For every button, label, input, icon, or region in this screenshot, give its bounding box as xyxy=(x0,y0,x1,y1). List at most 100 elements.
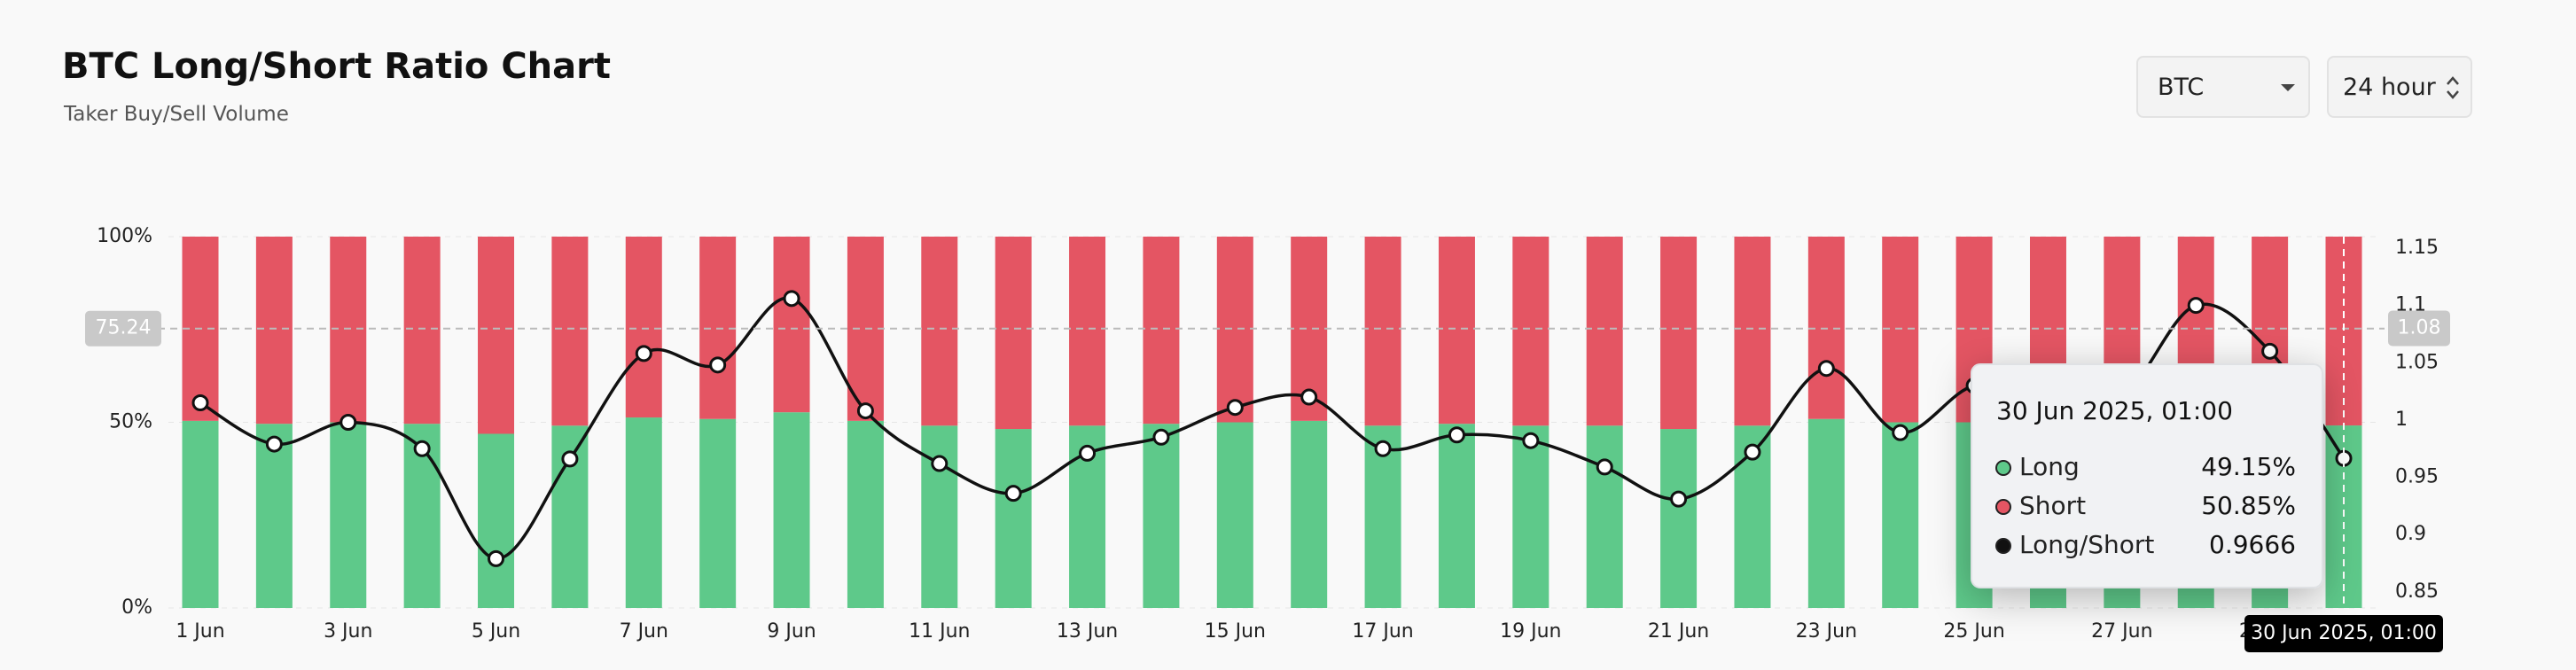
x-tick-label: 1 Jun xyxy=(176,620,224,643)
bar-segment xyxy=(1143,424,1180,608)
bar-segment xyxy=(773,237,810,413)
ratio-point xyxy=(635,345,652,362)
ratio-point xyxy=(1817,360,1835,378)
y2-tick-label: 1.15 xyxy=(2395,237,2439,259)
y2-tick-label: 0.9 xyxy=(2395,523,2426,545)
ratio-point xyxy=(2187,297,2205,315)
bar-segment xyxy=(478,433,515,608)
bar-segment xyxy=(1143,237,1180,425)
x-tick-label: 19 Jun xyxy=(1500,620,1561,643)
crosshair-left-box xyxy=(85,310,161,347)
tooltip-label: Long/Short xyxy=(2019,530,2154,559)
bar-segment xyxy=(1216,237,1253,423)
crosshair-left-label: 75.24 xyxy=(96,317,152,339)
spinner xyxy=(2447,76,2459,99)
x-tick-label: 25 Jun xyxy=(1943,620,2004,643)
x-tick-label: 15 Jun xyxy=(1205,620,1266,643)
x-tick-label: 9 Jun xyxy=(767,620,816,643)
y2-tick-label: 1.05 xyxy=(2395,351,2439,373)
crosshair-x-box xyxy=(2244,615,2443,652)
ratio-point xyxy=(340,414,357,431)
bar-segment xyxy=(1364,237,1401,426)
title: BTC Long/Short Ratio Chart xyxy=(62,46,611,87)
x-tick-label: 21 Jun xyxy=(1648,620,1709,643)
symbol-value: BTC xyxy=(2158,73,2205,101)
tooltip-value: 50.85% xyxy=(2201,491,2296,520)
symbol-select[interactable]: BTC xyxy=(2136,56,2310,118)
tooltip xyxy=(1971,363,2323,588)
bar-segment xyxy=(330,422,367,608)
x-tick-label: 11 Jun xyxy=(909,620,970,643)
ratio-point xyxy=(931,455,948,472)
bar-segment xyxy=(1660,237,1698,430)
ratio-point xyxy=(413,440,431,457)
x-tick-label: 27 Jun xyxy=(2091,620,2152,643)
y2-tick-label: 0.95 xyxy=(2395,466,2439,488)
x-tick-label: 3 Jun xyxy=(324,620,372,643)
x-tick-label: 23 Jun xyxy=(1796,620,1857,643)
bar-segment xyxy=(995,237,1032,430)
bar-segment xyxy=(1882,422,1919,608)
bar-segment xyxy=(995,429,1032,608)
bar-segment xyxy=(699,418,737,608)
ratio-point xyxy=(856,402,874,420)
ratio-point xyxy=(1226,399,1244,417)
ratio-point xyxy=(1152,428,1170,446)
bar-segment xyxy=(847,420,884,608)
caret xyxy=(2281,84,2295,91)
ratio-point xyxy=(1744,443,1761,461)
crosshair-right-label: 1.08 xyxy=(2398,316,2441,339)
ratio-point xyxy=(1374,440,1392,457)
tooltip-dot xyxy=(1995,499,2011,515)
x-tick-label: 17 Jun xyxy=(1352,620,1413,643)
x-tick-label: 13 Jun xyxy=(1057,620,1118,643)
bar-segment xyxy=(1512,237,1550,426)
ratio-point xyxy=(488,549,505,567)
ratio-point xyxy=(1596,458,1613,476)
bar-segment xyxy=(255,424,293,608)
bar-segment xyxy=(551,237,589,426)
bar-segment xyxy=(403,237,441,425)
bar-segment xyxy=(1807,418,1845,608)
bar-segment xyxy=(330,237,367,423)
ratio-point xyxy=(265,435,283,453)
bar-segment xyxy=(478,237,515,434)
ratio-point xyxy=(1448,426,1465,444)
ratio-point xyxy=(561,450,579,468)
period-select[interactable]: 24 hour xyxy=(2327,56,2472,118)
tooltip-dot xyxy=(1995,460,2011,476)
ratio-point xyxy=(191,394,209,412)
bar-segment xyxy=(773,412,810,608)
tooltip-label: Short xyxy=(2019,491,2086,520)
bar-segment xyxy=(1586,237,1623,426)
bar-segment xyxy=(625,417,662,608)
ratio-point xyxy=(1670,490,1688,508)
bar-segment xyxy=(1291,420,1328,608)
y-tick-label: 50% xyxy=(109,411,152,433)
bar-segment xyxy=(625,237,662,418)
bar-segment xyxy=(921,425,958,608)
y-tick-label: 0% xyxy=(121,596,152,619)
bar-segment xyxy=(1660,429,1698,608)
ratio-point xyxy=(1079,444,1097,462)
bar-segment xyxy=(1882,237,1919,423)
subtitle: Taker Buy/Sell Volume xyxy=(64,103,289,126)
bar-segment xyxy=(1438,237,1475,425)
ratio-point xyxy=(1522,432,1540,449)
bar-segment xyxy=(1438,424,1475,608)
ratio-point xyxy=(1892,424,1909,441)
bar-segment xyxy=(1734,237,1771,426)
ratio-point xyxy=(783,290,800,308)
bar-segment xyxy=(1216,422,1253,608)
crosshair-right-box xyxy=(2388,310,2450,347)
y2-tick-label: 1 xyxy=(2395,409,2408,431)
ratio-point xyxy=(2261,342,2279,360)
ratio-point xyxy=(1300,388,1318,406)
bar-segment xyxy=(1512,425,1550,608)
tooltip-value: 0.9666 xyxy=(2209,530,2296,559)
tooltip-value: 49.15% xyxy=(2201,452,2296,481)
ratio-point xyxy=(1004,485,1022,502)
bar-segment xyxy=(1586,425,1623,608)
bar-segment xyxy=(182,420,219,608)
